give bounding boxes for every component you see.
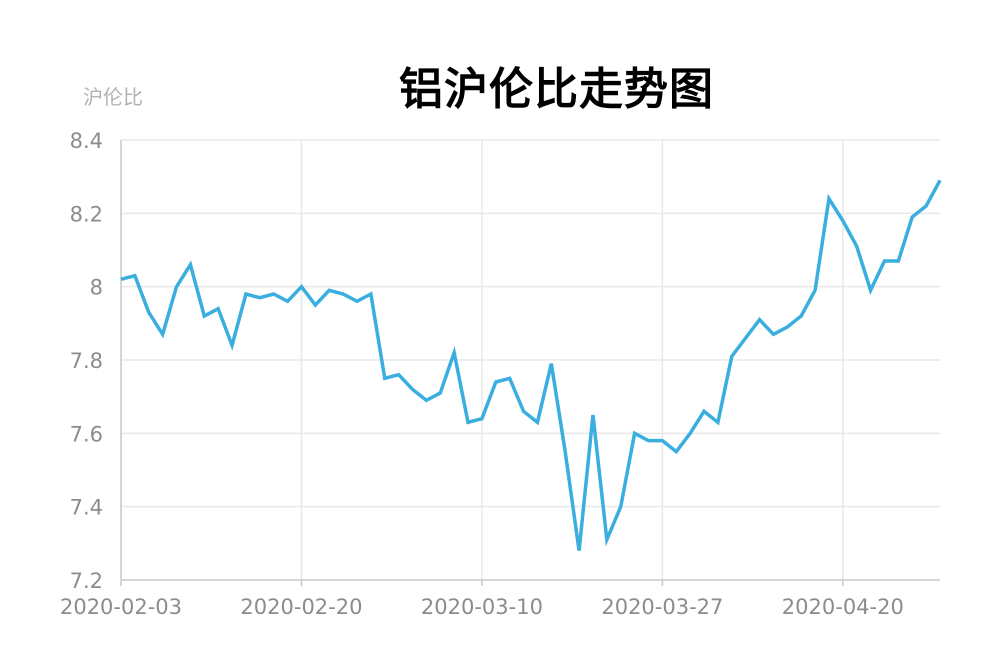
data-point bbox=[202, 314, 206, 318]
data-point bbox=[882, 259, 886, 263]
grid-lines bbox=[121, 139, 940, 580]
x-tick-label: 2020-03-27 bbox=[601, 595, 723, 619]
data-point bbox=[299, 285, 303, 289]
data-point bbox=[480, 417, 484, 421]
data-point bbox=[230, 343, 234, 347]
data-point bbox=[674, 450, 678, 454]
y-tick-label: 8.2 bbox=[70, 202, 103, 226]
data-point bbox=[896, 259, 900, 263]
data-point bbox=[716, 420, 720, 424]
x-tick-label: 2020-04-20 bbox=[782, 595, 904, 619]
axes bbox=[120, 140, 940, 586]
data-point bbox=[605, 538, 609, 542]
data-point bbox=[730, 354, 734, 358]
x-tick-label: 2020-02-20 bbox=[240, 595, 362, 619]
data-point bbox=[411, 387, 415, 391]
y-tick-label: 7.4 bbox=[70, 496, 103, 520]
data-point bbox=[286, 299, 290, 303]
data-point bbox=[549, 362, 553, 366]
data-point bbox=[744, 336, 748, 340]
data-point bbox=[855, 244, 859, 248]
data-point bbox=[702, 409, 706, 413]
chart-title: 铝沪伦比走势图 bbox=[399, 64, 714, 115]
data-point bbox=[452, 351, 456, 355]
data-point bbox=[646, 439, 650, 443]
data-point bbox=[369, 292, 373, 296]
data-point bbox=[494, 380, 498, 384]
data-point bbox=[619, 505, 623, 509]
data-point bbox=[341, 292, 345, 296]
data-point bbox=[508, 376, 512, 380]
data-point bbox=[910, 215, 914, 219]
data-point bbox=[466, 420, 470, 424]
data-point bbox=[785, 325, 789, 329]
data-point bbox=[841, 219, 845, 223]
data-point bbox=[924, 204, 928, 208]
data-point bbox=[133, 274, 137, 278]
data-point bbox=[175, 285, 179, 289]
y-tick-label: 7.2 bbox=[70, 569, 103, 593]
data-point bbox=[577, 549, 581, 553]
series-line bbox=[120, 179, 942, 551]
data-point bbox=[813, 288, 817, 292]
y-axis-label: 沪伦比 bbox=[83, 85, 143, 109]
y-tick-label: 8.4 bbox=[70, 129, 103, 153]
series-layer bbox=[119, 178, 942, 553]
data-point bbox=[119, 277, 123, 281]
data-point bbox=[799, 314, 803, 318]
data-point bbox=[272, 292, 276, 296]
data-point bbox=[188, 263, 192, 267]
data-point bbox=[522, 409, 526, 413]
data-point bbox=[216, 307, 220, 311]
y-tick-label: 8 bbox=[90, 276, 103, 300]
data-point bbox=[591, 413, 595, 417]
data-point bbox=[633, 431, 637, 435]
data-point bbox=[313, 303, 317, 307]
data-point bbox=[438, 391, 442, 395]
data-point bbox=[758, 318, 762, 322]
data-point bbox=[771, 332, 775, 336]
data-point bbox=[869, 288, 873, 292]
data-point bbox=[147, 310, 151, 314]
data-point bbox=[535, 420, 539, 424]
x-tick-label: 2020-03-10 bbox=[421, 595, 543, 619]
x-tick-label: 2020-02-03 bbox=[60, 595, 182, 619]
data-point bbox=[161, 332, 165, 336]
data-point bbox=[355, 299, 359, 303]
tick-labels: 7.2 7.4 7.6 7.8 8 8.2 8.4 2020-02-03 2020-02-20 2… bbox=[60, 129, 904, 619]
data-point bbox=[424, 398, 428, 402]
data-point bbox=[258, 296, 262, 300]
data-point bbox=[244, 292, 248, 296]
data-point bbox=[827, 197, 831, 201]
data-point bbox=[383, 376, 387, 380]
data-point bbox=[660, 439, 664, 443]
y-tick-label: 7.8 bbox=[70, 349, 103, 373]
data-point bbox=[397, 373, 401, 377]
data-point bbox=[688, 431, 692, 435]
data-point bbox=[563, 450, 567, 454]
data-point bbox=[327, 288, 331, 292]
y-tick-label: 7.6 bbox=[70, 422, 103, 446]
data-point bbox=[938, 178, 942, 182]
